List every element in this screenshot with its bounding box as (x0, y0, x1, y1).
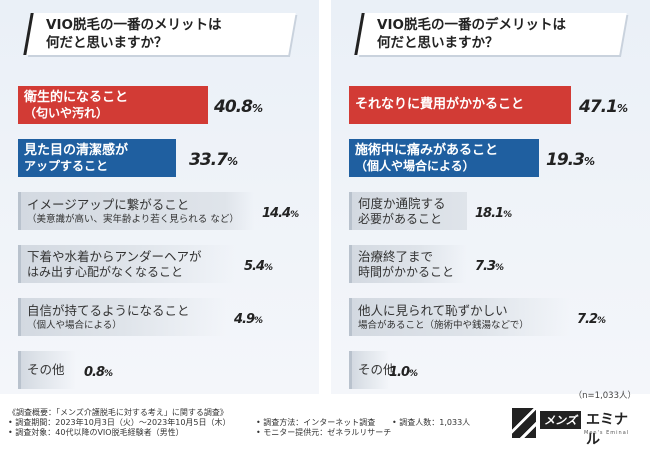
bar: 他人に見られて恥ずかしい 場合があること（施術中や銭湯などで） (349, 298, 569, 336)
bar: イメージアップに繋がること （美意識が高い、実年齢より若く見られる など） (18, 192, 254, 230)
merit-panel: VIO脱毛の一番のメリットは 何だと思いますか？ 衛生的になること （匂いや汚れ）… (0, 0, 319, 394)
logo-name: エミナル (586, 412, 628, 448)
bar-label: 治療終了まで (358, 248, 434, 264)
bar-row: 他人に見られて恥ずかしい 場合があること（施術中や銭湯などで） 7.2% (349, 298, 639, 338)
bar-sublabel: はみ出す心配がなくなること (27, 264, 184, 279)
data-label: 40.8% (214, 97, 263, 117)
bar-row: その他 0.8% (18, 351, 308, 391)
bar-row: それなりに費用がかかること 47.1% (349, 86, 639, 126)
bar-label: 見た目の清潔感が (24, 142, 129, 158)
bar-row: その他 1.0% (349, 351, 639, 391)
data-label: 14.4% (262, 206, 299, 221)
bar: 自信が持てるようになること （個人や場合による） (18, 298, 226, 336)
bar-label: 他人に見られて恥ずかしい (358, 302, 508, 318)
data-label: 0.8% (84, 365, 113, 380)
bar-sublabel: 必要があること (358, 211, 443, 226)
bar-sublabel: （個人や場合による） (355, 158, 475, 173)
bar: その他 (18, 351, 76, 389)
bar-label: 下着や水着からアンダーヘアが (27, 248, 202, 264)
bar-label: その他 (358, 362, 396, 377)
bar-sublabel: 場合があること（施術中や銭湯などで） (358, 319, 529, 331)
demerit-title: VIO脱毛の一番のデメリットは 何だと思いますか？ (377, 17, 566, 51)
bar-label: 衛生的になること (24, 89, 129, 105)
data-label: 1.0% (389, 365, 418, 380)
bar-row: 何度か通院する 必要があること 18.1% (349, 192, 639, 232)
demerit-panel: VIO脱毛の一番のデメリットは 何だと思いますか？ それなりに費用がかかること 4… (331, 0, 650, 394)
bar: 下着や水着からアンダーヘアが はみ出す心配がなくなること (18, 245, 236, 283)
bar-sublabel: 時間がかかること (358, 264, 455, 279)
footer-count: • 調査人数：1,033人 (392, 418, 471, 427)
sample-size-note: （n=1,033人） (573, 391, 636, 401)
bar-row: 施術中に痛みがあること （個人や場合による） 19.3% (349, 139, 639, 179)
bar-sublabel: （美意識が高い、実年齢より若く見られる など） (27, 213, 239, 225)
footer-line3: • 調査対象：40代以降のVIO脱毛経験者（男性） (8, 428, 184, 437)
footer-line1: 《調査概要：「メンズ介護脱毛に対する考え」に関する調査》 (8, 408, 228, 417)
logo-tag: メンズ (540, 411, 581, 429)
brand-logo: メンズ エミナル Men's Eminal (512, 408, 638, 448)
bar: 見た目の清潔感が アップすること (18, 139, 176, 177)
bar-row: 衛生的になること （匂いや汚れ） 40.8% (18, 86, 308, 126)
bar: 衛生的になること （匂いや汚れ） (18, 86, 208, 124)
logo-icon (512, 408, 536, 438)
bar-row: 見た目の清潔感が アップすること 33.7% (18, 139, 308, 179)
bar: その他 (349, 351, 396, 389)
bar-row: 自信が持てるようになること （個人や場合による） 4.9% (18, 298, 308, 338)
data-label: 18.1% (475, 206, 512, 221)
footer-line2: • 調査期間：2023年10月3日（火）～2023年10月5日（木） (8, 418, 231, 427)
data-label: 7.2% (577, 312, 606, 327)
bar-label: それなりに費用がかかること (355, 97, 525, 112)
bar-row: イメージアップに繋がること （美意識が高い、実年齢より若く見られる など） 14.4… (18, 192, 308, 232)
survey-footer: 《調査概要：「メンズ介護脱毛に対する考え」に関する調査》 • 調査期間：2023… (0, 400, 650, 450)
bar-label: 自信が持てるようになること (27, 302, 190, 318)
bar-row: 治療終了まで 時間がかかること 7.3% (349, 245, 639, 285)
logo-sub: Men's Eminal (584, 430, 630, 436)
bar-row: 下着や水着からアンダーヘアが はみ出す心配がなくなること 5.4% (18, 245, 308, 285)
merit-title: VIO脱毛の一番のメリットは 何だと思いますか？ (46, 17, 222, 51)
footer-method: • 調査方法：インターネット調査 (256, 418, 376, 427)
bar-label: イメージアップに繋がること (27, 196, 190, 212)
bar: それなりに費用がかかること (349, 86, 571, 124)
bar-sublabel: （個人や場合による） (27, 319, 122, 331)
bar-sublabel: アップすること (24, 158, 109, 173)
bar-label: 施術中に痛みがあること (355, 142, 499, 158)
data-label: 19.3% (546, 150, 595, 170)
bar: 何度か通院する 必要があること (349, 192, 467, 230)
bar: 治療終了まで 時間がかかること (349, 245, 467, 283)
bar-label: その他 (27, 362, 65, 377)
bar-sublabel: （匂いや汚れ） (24, 105, 109, 120)
bar-label: 何度か通院する (358, 195, 446, 211)
footer-provider: • モニター提供元：ゼネラルリサーチ (256, 428, 392, 437)
data-label: 5.4% (244, 259, 273, 274)
data-label: 33.7% (189, 150, 238, 170)
data-label: 4.9% (234, 312, 263, 327)
bar: 施術中に痛みがあること （個人や場合による） (349, 139, 539, 177)
data-label: 47.1% (579, 97, 628, 117)
data-label: 7.3% (475, 259, 504, 274)
